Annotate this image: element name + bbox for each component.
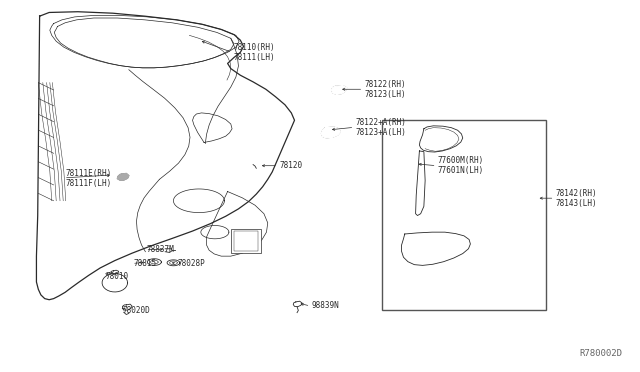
Text: 78143(LH): 78143(LH) [556, 199, 597, 208]
Polygon shape [415, 151, 425, 215]
Polygon shape [207, 192, 268, 256]
Polygon shape [321, 127, 340, 138]
Bar [234, 231, 258, 251]
Polygon shape [401, 232, 470, 265]
Text: 78122(RH): 78122(RH) [365, 80, 406, 89]
Text: 78123(LH): 78123(LH) [365, 90, 406, 99]
Text: 78122+A(RH): 78122+A(RH) [356, 118, 406, 127]
Text: 77601N(LH): 77601N(LH) [438, 166, 484, 175]
Text: 78815: 78815 [133, 259, 156, 268]
Bar [383, 119, 546, 310]
Text: 78111F(LH): 78111F(LH) [65, 179, 111, 187]
Text: 78123+A(LH): 78123+A(LH) [356, 128, 406, 137]
Text: 78837M: 78837M [147, 245, 175, 254]
Text: R780002D: R780002D [580, 349, 623, 358]
Polygon shape [332, 86, 347, 94]
Polygon shape [117, 173, 129, 180]
Text: 78111E(RH): 78111E(RH) [65, 169, 111, 177]
Text: 78010: 78010 [105, 272, 129, 280]
Text: 78020D: 78020D [122, 306, 150, 315]
Text: 77600M(RH): 77600M(RH) [438, 156, 484, 166]
Text: 78028P: 78028P [177, 259, 205, 268]
Text: 78110(RH): 78110(RH) [234, 43, 276, 52]
Bar [231, 229, 261, 253]
Text: 78111(LH): 78111(LH) [234, 53, 276, 62]
Polygon shape [419, 126, 463, 152]
Text: 78142(RH): 78142(RH) [556, 189, 597, 198]
Text: 78120: 78120 [279, 161, 302, 170]
Text: 98839N: 98839N [312, 301, 339, 311]
